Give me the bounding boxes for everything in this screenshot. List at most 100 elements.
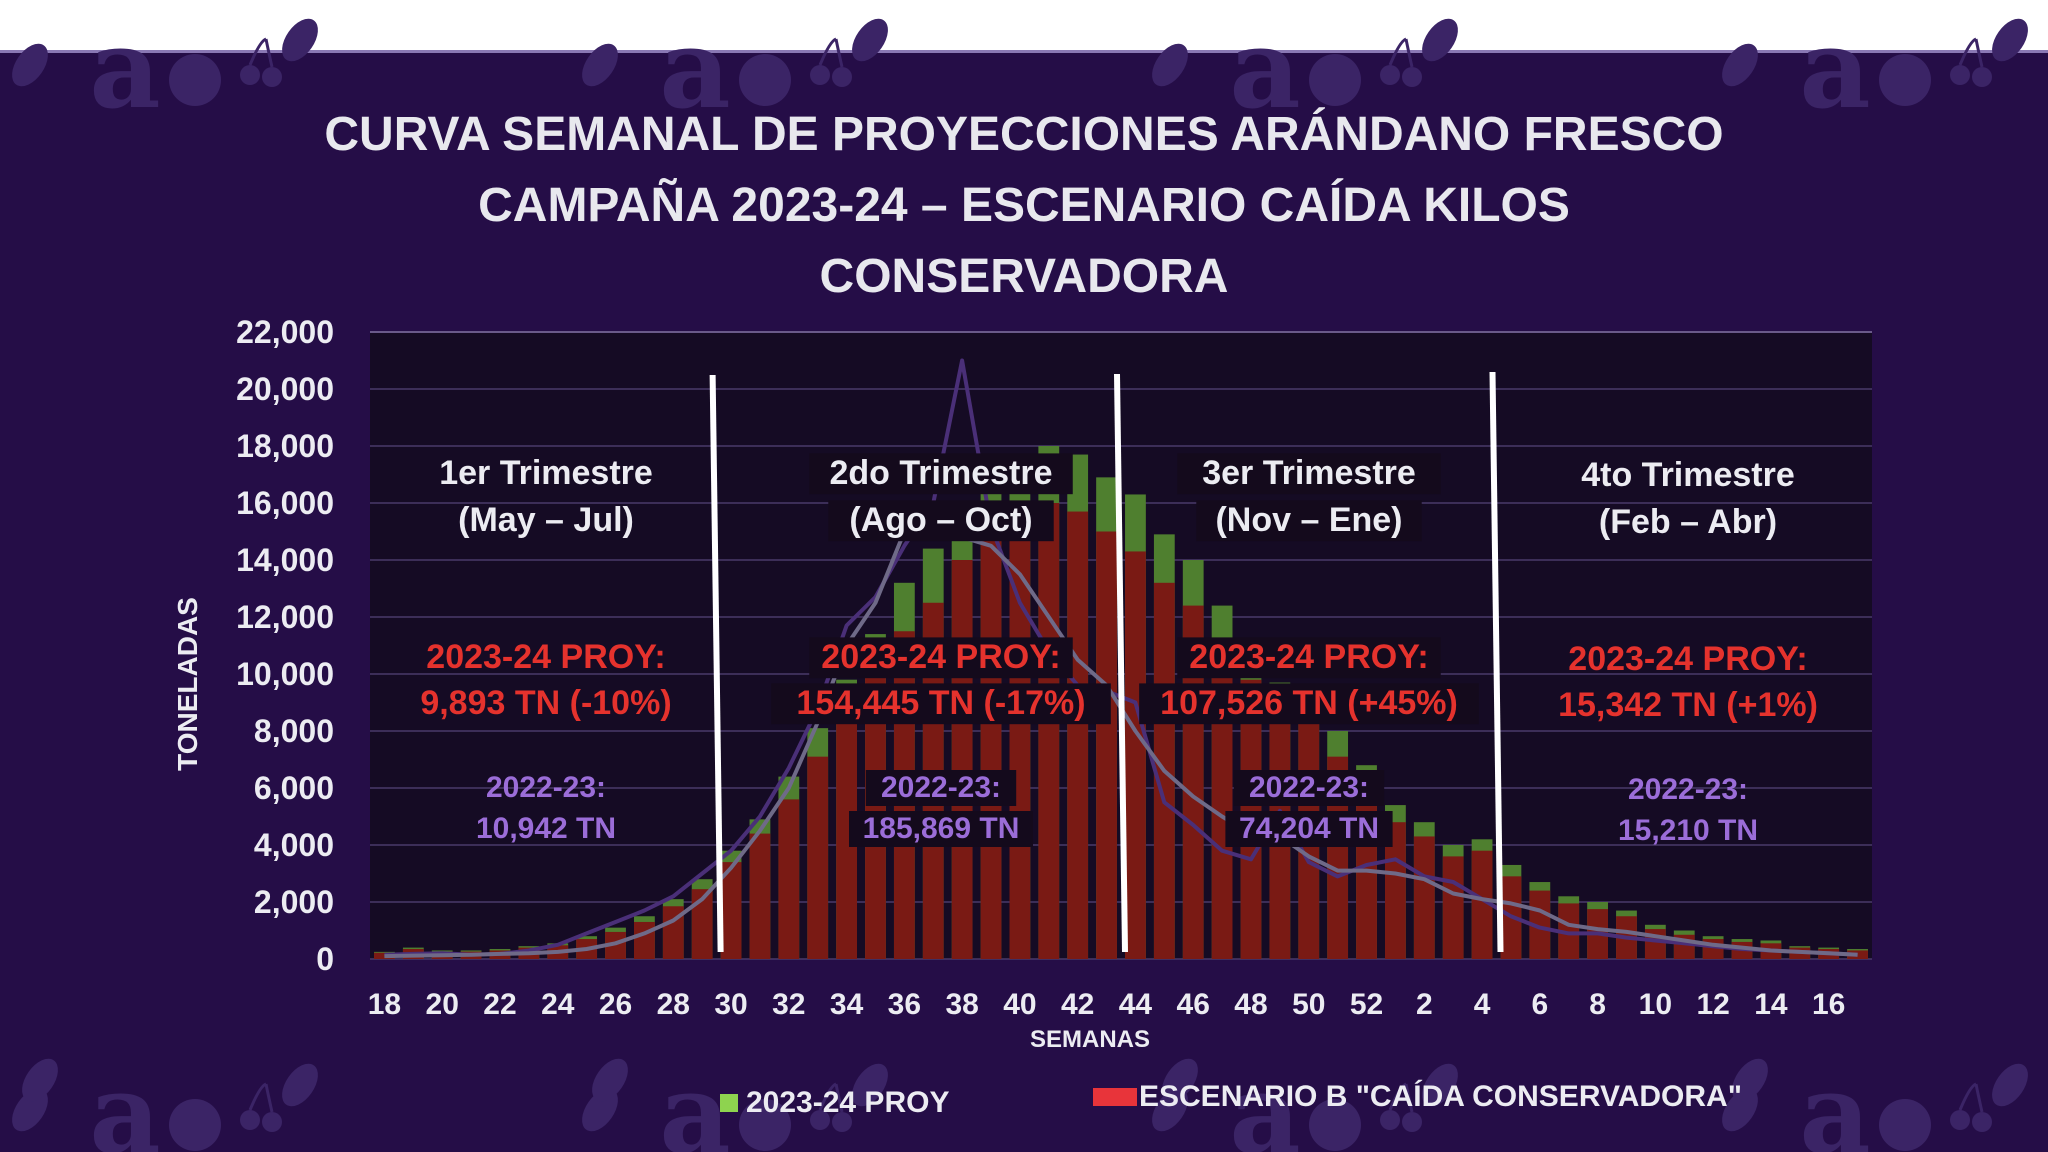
y-tick-label: 10,000 xyxy=(236,656,334,692)
x-tick-label: 12 xyxy=(1696,988,1729,1021)
quarter-prev-label: 2022-23: xyxy=(881,771,1001,804)
watermark-tile: a xyxy=(582,1049,888,1152)
berry-icon xyxy=(1309,54,1361,106)
quarter-proy-value: 154,445 TN (-17%) xyxy=(796,684,1085,722)
watermark-tile: a xyxy=(12,4,318,133)
x-tick-label: 30 xyxy=(714,988,747,1021)
title-line-1: CURVA SEMANAL DE PROYECCIONES ARÁNDANO F… xyxy=(324,107,1723,161)
quarter-annotation-1: 1er Trimestre (May – Jul) 2023-24 PROY: 9,8… xyxy=(420,454,671,845)
quarter-proy-value-bg xyxy=(1139,683,1479,725)
leaf-icon xyxy=(1722,43,1758,87)
berry-icon xyxy=(1879,1099,1931,1151)
quarter-prev-value-bg xyxy=(849,811,1033,847)
leaf-icon xyxy=(1722,1088,1758,1132)
bar-scenario-week-2 xyxy=(1413,836,1435,959)
title-line-3: CONSERVADORA xyxy=(820,250,1229,303)
y-tick-label: 0 xyxy=(316,941,334,977)
x-tick-label: 38 xyxy=(945,988,978,1021)
x-tick-label: 52 xyxy=(1350,988,1383,1021)
y-tick-label: 22,000 xyxy=(236,314,334,350)
quarter-title: 2do Trimestre xyxy=(830,454,1053,492)
y-tick-label: 18,000 xyxy=(236,428,334,464)
leaf-icon xyxy=(1992,1063,2028,1107)
watermark-tile: a xyxy=(1722,4,2028,133)
x-tick-label: 22 xyxy=(483,988,516,1021)
y-tick-label: 2,000 xyxy=(254,884,334,920)
bar-scenario-week-32 xyxy=(778,799,800,959)
bar-scenario-week-39 xyxy=(980,537,1002,959)
quarter-months: (May – Jul) xyxy=(458,501,634,539)
bar-scenario-week-1 xyxy=(1385,822,1406,959)
leaf-icon xyxy=(592,1058,628,1102)
leaf-icon xyxy=(12,43,48,87)
bar-scenario-week-43 xyxy=(1096,531,1117,959)
quarter-proy-value: 107,526 TN (+45%) xyxy=(1160,684,1458,722)
quarter-prev-label: 2022-23: xyxy=(1628,773,1748,806)
leaf-icon xyxy=(1422,1063,1458,1107)
quarter-divider xyxy=(709,374,724,953)
watermark-tile: a xyxy=(1152,1049,1458,1152)
leaf-icon xyxy=(1732,1058,1768,1102)
quarter-prev-label-bg xyxy=(1233,770,1385,806)
y-tick-label: 4,000 xyxy=(254,827,334,863)
quarter-prev-value: 74,204 TN xyxy=(1239,812,1379,845)
bar-scenario-week-41 xyxy=(1038,503,1060,959)
leaf-icon xyxy=(582,1088,618,1132)
leaf-icon xyxy=(1152,1088,1188,1132)
quarter-proy-label: 2023-24 PROY: xyxy=(1189,638,1428,676)
watermark-letter: a xyxy=(1799,4,1870,133)
leaf-icon xyxy=(12,1088,48,1132)
quarter-months: (Ago – Oct) xyxy=(849,501,1032,539)
bar-scenario-week-28 xyxy=(662,906,684,959)
watermark-letter: a xyxy=(659,4,730,133)
leaf-icon xyxy=(22,1058,58,1102)
bar-scenario-week-3 xyxy=(1442,856,1464,959)
bar-scenario-week-29 xyxy=(691,889,713,959)
legend-label-proy: 2023-24 PROY xyxy=(746,1086,949,1119)
watermark-tile: a xyxy=(1152,4,1458,133)
berry-icon xyxy=(169,1099,221,1151)
x-tick-label: 34 xyxy=(830,988,864,1021)
quarter-title: 1er Trimestre xyxy=(439,454,653,492)
watermark-tile: a xyxy=(582,4,888,133)
y-tick-label: 16,000 xyxy=(236,485,334,521)
quarter-proy-label: 2023-24 PROY: xyxy=(426,638,665,676)
y-tick-label: 8,000 xyxy=(254,713,334,749)
x-tick-label: 20 xyxy=(426,988,459,1021)
quarter-months: (Nov – Ene) xyxy=(1215,501,1402,539)
x-tick-label: 40 xyxy=(1003,988,1036,1021)
x-tick-label: 44 xyxy=(1119,988,1153,1021)
quarter-prev-value: 185,869 TN xyxy=(863,812,1020,845)
bar-scenario-week-42 xyxy=(1067,511,1089,959)
x-tick-label: 50 xyxy=(1292,988,1325,1021)
bar-scenario-week-34 xyxy=(836,716,857,959)
berry-icon xyxy=(1309,1099,1361,1151)
quarter-months: (Feb – Abr) xyxy=(1599,503,1777,541)
watermark-letter: a xyxy=(89,1049,160,1152)
leaf-icon xyxy=(282,18,318,62)
leaf-icon xyxy=(1152,43,1188,87)
bar-scenario-week-4 xyxy=(1471,850,1493,959)
quarter-prev-label: 2022-23: xyxy=(486,771,606,804)
watermark-tile: a xyxy=(12,1049,318,1152)
cherry-icon xyxy=(1380,37,1422,87)
quarter-title: 4to Trimestre xyxy=(1581,456,1795,494)
berry-icon xyxy=(169,54,221,106)
x-tick-label: 42 xyxy=(1061,988,1094,1021)
y-axis-label: TONELADAS xyxy=(172,597,203,771)
leaf-icon xyxy=(1992,18,2028,62)
berry-icon xyxy=(739,1099,791,1151)
quarter-title-bg xyxy=(1177,453,1441,495)
quarter-dividers xyxy=(709,371,1504,953)
cherry-icon xyxy=(1380,1082,1422,1132)
leaf-icon xyxy=(852,1063,888,1107)
quarter-proy-label: 2023-24 PROY: xyxy=(1568,640,1807,678)
berry-icon xyxy=(739,54,791,106)
bar-scenario-week-27 xyxy=(634,921,655,959)
y-tick-label: 12,000 xyxy=(236,599,334,635)
quarter-prev-value: 15,210 TN xyxy=(1618,814,1758,847)
quarter-months-bg xyxy=(1196,500,1422,542)
x-tick-label: 10 xyxy=(1639,988,1672,1021)
x-tick-label: 4 xyxy=(1474,988,1491,1021)
